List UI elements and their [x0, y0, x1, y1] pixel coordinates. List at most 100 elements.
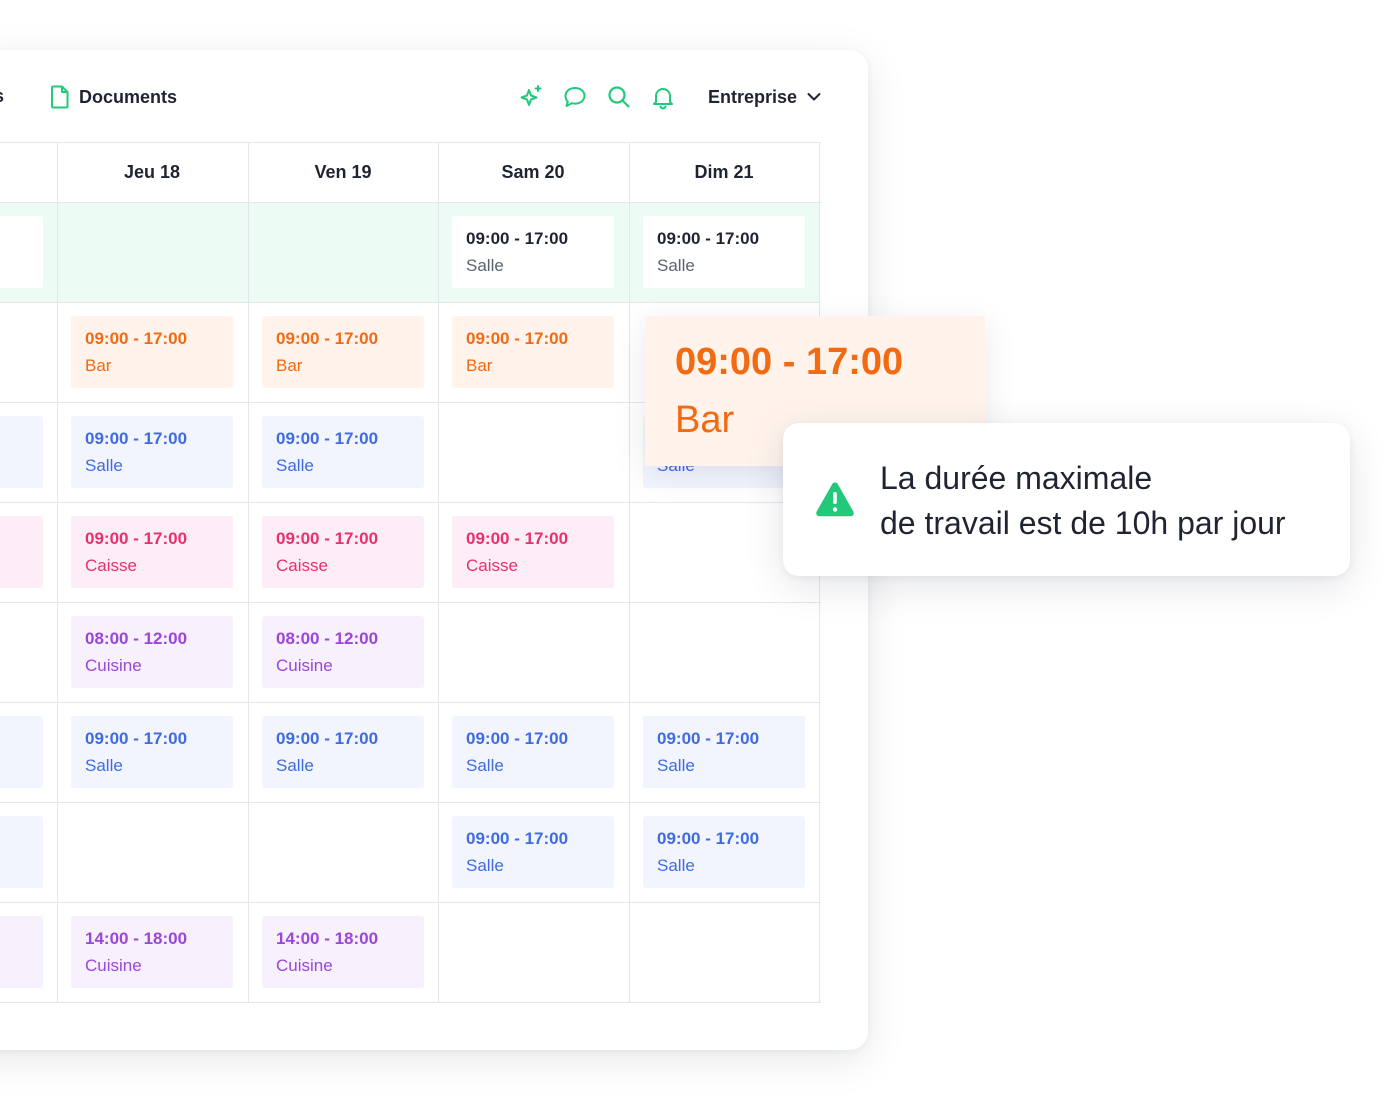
planning-window: s Documents Entreprise — [0, 50, 868, 1050]
row-divider — [0, 302, 821, 303]
shift-card[interactable]: 14:00 - 18:00 Cuisine — [0, 916, 43, 988]
shift-time: 14:00 - 18:00 — [0, 928, 29, 950]
shift-card[interactable]: 09:00 - 17:00 Bar — [262, 316, 424, 388]
shift-time: 09:00 - 17:00 — [466, 729, 569, 748]
shift-time: 09:00 - 17:00 — [657, 729, 760, 748]
day-header: Sam 20 — [501, 161, 565, 182]
row-divider — [0, 142, 821, 143]
shift-card[interactable]: 14:00 - 18:00 Cuisine — [71, 916, 233, 988]
shift-label: Cuisine — [276, 956, 333, 975]
shift-time: 09:00 - 17:00 — [466, 829, 569, 848]
shift-time: 14:00 - 18:00 — [276, 929, 379, 948]
shift-card[interactable]: 09:00 - 17:00 Salle — [643, 216, 805, 288]
shift-time: 09:00 - 17:00 — [0, 728, 29, 750]
day-header: Jeu 18 — [123, 161, 181, 182]
shift-label: Cuisine — [276, 656, 333, 675]
nav-item-cut[interactable]: s — [0, 86, 4, 107]
shift-card[interactable]: 09:00 - 17:00 Salle — [262, 716, 424, 788]
shift-card[interactable]: 09:00 - 17:00 Caisse — [262, 516, 424, 588]
shift-time: 09:00 - 17:00 — [276, 529, 379, 548]
shift-label: Salle — [276, 756, 314, 775]
bell-icon[interactable] — [650, 84, 676, 110]
shift-time: 09:00 - 17:00 — [276, 729, 379, 748]
shift-time: 09:00 - 17:00 — [0, 828, 29, 850]
shift-card[interactable]: 09:00 - 17:00 Salle — [452, 716, 614, 788]
shift-time: 09:00 - 17:00 — [85, 329, 188, 348]
sparkles-icon[interactable] — [518, 84, 544, 110]
shift-label: Salle — [276, 456, 314, 475]
row-divider — [0, 202, 821, 203]
shift-card[interactable]: 08:00 - 12:00 Cuisine — [71, 616, 233, 688]
shift-time: 09:00 - 17:00 — [466, 529, 569, 548]
chevron-down-icon — [807, 93, 821, 101]
shift-card[interactable]: 09:00 - 17:00 Salle — [0, 716, 43, 788]
shift-time: 09:00 - 17:00 — [85, 429, 188, 448]
company-selector-label: Entreprise — [708, 86, 798, 107]
shift-label: Salle — [85, 456, 123, 475]
shift-label: Caisse — [0, 555, 29, 577]
shift-label: Salle — [85, 756, 123, 775]
shift-label: Bar — [466, 356, 493, 375]
shift-time: 09:00 - 17:00 — [85, 729, 188, 748]
shift-label: Bar — [276, 356, 303, 375]
shift-label: Salle — [657, 256, 695, 275]
shift-card[interactable]: 09:00 - 17:00 Salle — [452, 216, 614, 288]
day-header: Dim 21 — [694, 161, 754, 182]
shift-time: 09:00 - 17:00 — [0, 528, 29, 550]
shift-card[interactable]: 09:00 - 17:00 Caisse — [0, 516, 43, 588]
shift-label: Salle — [657, 756, 695, 775]
shift-card[interactable]: 09:00 - 17:00 Bar — [71, 316, 233, 388]
shift-card[interactable]: 09:00 - 17:00 Salle — [71, 716, 233, 788]
shift-time: 09:00 - 17:00 — [657, 229, 760, 248]
shift-label: Salle — [466, 756, 504, 775]
shift-card[interactable]: 09:00 - 17:00 Caisse — [452, 516, 614, 588]
row-divider — [0, 402, 821, 403]
shift-label: Salle — [657, 856, 695, 875]
shift-card[interactable]: 09:00 - 17:00 Bar — [452, 316, 614, 388]
shift-card[interactable]: 09:00 - 17:00 Salle — [262, 416, 424, 488]
chat-icon[interactable] — [562, 84, 588, 110]
shift-time: 14:00 - 18:00 — [85, 929, 188, 948]
shift-card[interactable]: 14:00 - 18:00 Cuisine — [262, 916, 424, 988]
shift-card[interactable]: 09:00 - 17:00 Caisse — [71, 516, 233, 588]
day-header — [0, 142, 57, 202]
shift-time: 09:00 - 17:00 — [85, 529, 188, 548]
nav-item-documents[interactable]: Documents — [50, 84, 177, 110]
shift-label: Bar — [85, 356, 112, 375]
dragged-shift-time: 09:00 - 17:00 — [675, 341, 904, 383]
day-header: Ven 19 — [314, 161, 372, 182]
nav-item-documents-label: Documents — [79, 86, 178, 107]
shift-label: Salle — [0, 455, 29, 477]
shift-card[interactable]: 09:00 - 17:00 Salle — [643, 816, 805, 888]
document-icon — [51, 85, 69, 109]
row-divider — [0, 502, 821, 503]
shift-label: Cuisine — [0, 955, 29, 977]
shift-time: 08:00 - 12:00 — [85, 629, 188, 648]
warning-icon — [816, 482, 854, 517]
shift-time: 09:00 - 17:00 — [466, 329, 569, 348]
shift-label: Caisse — [276, 556, 328, 575]
search-icon[interactable] — [606, 84, 632, 110]
shift-card[interactable]: 09:00 - 17:00 Salle — [0, 416, 43, 488]
shift-time: 09:00 - 17:00 — [0, 228, 29, 250]
shift-card[interactable]: 09:00 - 17:00 Salle — [643, 716, 805, 788]
warning-alert-line-1: La durée maximale — [880, 460, 1153, 496]
shift-card[interactable]: 09:00 - 17:00 Salle — [0, 816, 43, 888]
shift-label: Cuisine — [85, 656, 142, 675]
shift-card[interactable]: 09:00 - 17:00 Salle — [452, 816, 614, 888]
shift-time: 09:00 - 17:00 — [657, 829, 760, 848]
row-divider — [0, 702, 821, 703]
warning-alert-line-2: de travail est de 10h par jour — [880, 505, 1286, 541]
row-divider — [0, 802, 821, 803]
shift-card[interactable]: 09:00 - 17:00 Salle — [0, 216, 43, 288]
shift-label: Salle — [0, 855, 29, 877]
column-divider — [248, 142, 249, 1002]
shift-card[interactable]: 08:00 - 12:00 Cuisine — [262, 616, 424, 688]
shift-label: Salle — [466, 856, 504, 875]
row-divider — [0, 1002, 821, 1003]
dragged-shift-label: Bar — [675, 399, 735, 441]
company-selector[interactable]: Entreprise — [708, 84, 821, 110]
shift-time: 09:00 - 17:00 — [0, 428, 29, 450]
shift-card[interactable]: 09:00 - 17:00 Salle — [71, 416, 233, 488]
shift-label: Salle — [0, 255, 29, 277]
